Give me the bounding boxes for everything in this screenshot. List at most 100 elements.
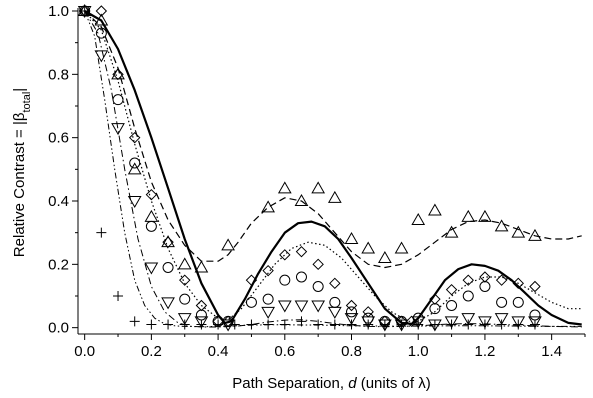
marker-plus [163, 319, 174, 330]
y-tick-label: 0.2 [48, 256, 69, 273]
marker-diamond [262, 264, 274, 277]
marker-circle [312, 281, 324, 292]
marker-diamond [279, 249, 291, 261]
marker-triangle-down [461, 313, 476, 326]
marker-circle [295, 271, 307, 283]
marker-triangle-up [327, 190, 342, 203]
marker-diamond [145, 188, 158, 201]
y-tick-label: 0.0 [48, 320, 69, 337]
y-tick-label: 0.8 [48, 66, 69, 83]
series-markers [77, 3, 542, 332]
marker-diamond [512, 277, 524, 290]
marker-circle [462, 290, 474, 302]
marker-diamond [479, 271, 491, 283]
marker-plus [296, 316, 307, 327]
marker-plus [429, 319, 440, 330]
marker-triangle-down [111, 123, 125, 136]
marker-triangle-up [261, 200, 275, 213]
marker-diamond [329, 277, 341, 290]
marker-triangle-up [311, 181, 326, 194]
marker-triangle-down [494, 313, 509, 326]
marker-plus [246, 319, 257, 330]
marker-triangle-up [361, 241, 376, 254]
marker-triangle-down [177, 313, 192, 326]
marker-plus [396, 319, 407, 330]
marker-triangle-up [494, 219, 509, 232]
marker-triangle-up [511, 225, 526, 238]
x-axis-label-pre: Path Separation, [232, 375, 348, 392]
y-axis-label-pre: Relative Contrast = |β [11, 112, 28, 257]
y-axis-label-sub: total [21, 92, 33, 113]
marker-triangle-up [478, 209, 492, 222]
marker-triangle-up [127, 162, 142, 175]
marker-circle [429, 303, 441, 315]
x-tick-label: 1.2 [475, 343, 496, 360]
marker-circle [529, 309, 541, 321]
series-line-dashed [84, 10, 582, 269]
marker-triangle-down [261, 306, 275, 319]
marker-triangle-down [161, 297, 175, 310]
marker-plus [363, 319, 374, 330]
marker-plus [313, 319, 324, 330]
marker-diamond [345, 299, 358, 312]
marker-triangle-down [194, 316, 209, 329]
marker-triangle-up [378, 250, 392, 263]
marker-plus [229, 319, 240, 330]
marker-triangle-up [277, 181, 292, 194]
marker-plus [146, 319, 157, 330]
marker-circle [446, 300, 458, 311]
marker-triangle-up [194, 260, 209, 273]
marker-diamond [179, 274, 191, 286]
marker-circle [195, 309, 207, 321]
marker-triangle-down [294, 300, 309, 313]
marker-triangle-up [394, 241, 409, 254]
marker-triangle-down [444, 316, 459, 329]
x-tick-label: 0.2 [141, 343, 162, 360]
marker-diamond [445, 283, 458, 296]
marker-plus [279, 319, 290, 330]
marker-triangle-up [161, 235, 175, 248]
series-line-solid [84, 10, 582, 326]
marker-circle [162, 262, 174, 273]
marker-triangle-down [528, 316, 542, 329]
x-axis-label: Path Separation, d (units of λ) [232, 375, 430, 392]
marker-plus [413, 319, 424, 330]
marker-triangle-up [94, 13, 109, 26]
marker-triangle-up [461, 209, 476, 222]
marker-diamond [312, 258, 324, 271]
marker-triangle-up [111, 67, 125, 80]
x-axis-label-var: d [348, 375, 357, 392]
marker-triangle-down [361, 316, 376, 329]
marker-circle [245, 296, 257, 308]
marker-triangle-up [144, 209, 159, 222]
series-line-dotted [84, 10, 582, 322]
marker-triangle-up [294, 193, 309, 206]
marker-circle [329, 296, 341, 308]
marker-circle [95, 27, 107, 39]
marker-diamond [495, 274, 508, 286]
marker-plus [196, 319, 207, 330]
x-tick-label: 1.4 [541, 343, 562, 360]
marker-triangle-down [221, 319, 235, 332]
marker-triangle-up [177, 257, 192, 270]
y-axis-label-post: | [11, 88, 28, 92]
y-tick-label: 0.4 [48, 193, 69, 210]
marker-circle [479, 281, 491, 292]
marker-plus [479, 319, 490, 330]
marker-plus [513, 319, 524, 330]
marker-plus [96, 227, 107, 238]
marker-circle [262, 293, 274, 305]
marker-triangle-down [94, 50, 109, 63]
x-tick-label: 0.8 [341, 343, 362, 360]
axes [72, 8, 586, 340]
marker-circle [179, 293, 191, 305]
marker-plus [379, 319, 390, 330]
marker-triangle-down [327, 306, 342, 319]
marker-plus [263, 319, 274, 330]
marker-triangle-up [528, 228, 542, 241]
x-tick-label: 1.0 [408, 343, 429, 360]
marker-plus [113, 291, 124, 301]
marker-plus [496, 319, 507, 330]
